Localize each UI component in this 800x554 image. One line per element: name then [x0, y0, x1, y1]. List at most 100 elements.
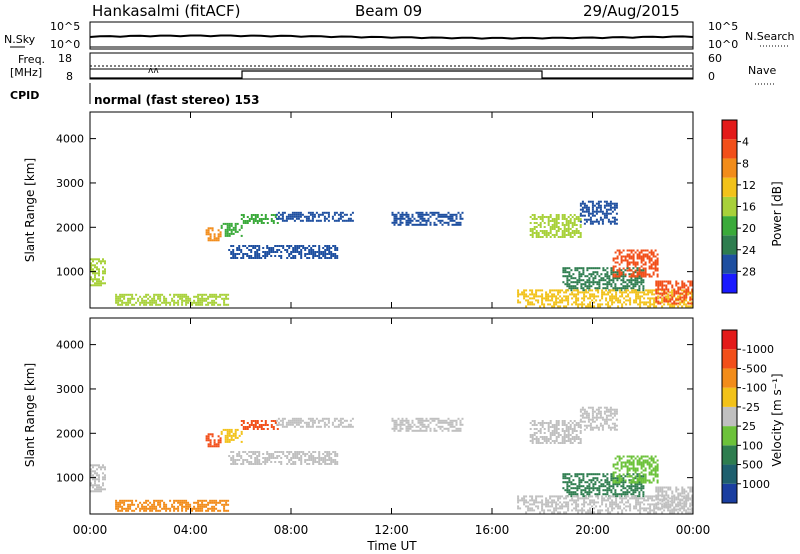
data-cell	[606, 479, 609, 482]
data-cell	[215, 443, 218, 446]
data-cell	[417, 419, 420, 422]
data-cell	[656, 273, 659, 276]
data-cell	[308, 451, 311, 453]
data-cell	[297, 213, 300, 216]
data-cell	[567, 222, 570, 224]
data-cell	[621, 499, 624, 502]
data-cell	[349, 423, 352, 426]
data-cell	[535, 222, 538, 224]
data-cell	[632, 283, 635, 286]
data-cell	[654, 269, 657, 272]
data-cell	[570, 475, 573, 478]
data-cell	[555, 301, 558, 304]
data-cell	[419, 423, 422, 426]
data-cell	[557, 226, 560, 228]
data-cell	[211, 507, 214, 510]
data-cell	[427, 213, 430, 216]
data-cell	[299, 425, 302, 428]
data-cell	[197, 295, 200, 298]
data-cell	[341, 211, 344, 214]
data-cell	[562, 275, 565, 278]
data-cell	[593, 301, 596, 304]
data-cell	[673, 506, 676, 509]
data-cell	[549, 495, 552, 498]
data-cell	[561, 442, 564, 444]
data-cell	[616, 271, 619, 274]
data-cell	[143, 507, 146, 510]
data-cell	[559, 511, 562, 514]
data-cell	[328, 451, 331, 453]
data-cell	[651, 293, 654, 296]
data-cell	[593, 220, 596, 223]
data-cell	[663, 298, 666, 301]
data-cell	[274, 251, 277, 253]
data-cell	[632, 467, 635, 470]
data-cell	[322, 461, 325, 463]
data-cell	[691, 499, 694, 502]
data-cell	[555, 230, 558, 232]
data-cell	[609, 202, 612, 205]
data-cell	[601, 428, 604, 431]
data-cell	[551, 289, 554, 292]
data-cell	[594, 477, 597, 480]
data-cell	[262, 251, 265, 253]
data-cell	[543, 305, 546, 308]
data-cell	[453, 429, 456, 432]
data-cell	[579, 218, 582, 220]
data-cell	[559, 289, 562, 292]
data-cell	[246, 253, 249, 255]
data-cell	[266, 253, 269, 255]
data-cell	[553, 511, 556, 514]
data-cell	[519, 293, 522, 296]
data-cell	[318, 253, 321, 255]
data-cell	[657, 490, 660, 493]
data-cell	[449, 217, 452, 220]
data-cell	[395, 215, 398, 218]
data-cell	[675, 486, 678, 489]
data-cell	[543, 422, 546, 424]
data-cell	[123, 293, 126, 296]
data-cell	[576, 489, 579, 492]
data-cell	[537, 301, 540, 304]
data-cell	[636, 249, 639, 252]
data-cell	[638, 477, 641, 480]
data-cell	[225, 503, 228, 506]
data-cell	[564, 283, 567, 286]
data-cell	[565, 426, 568, 428]
data-cell	[228, 234, 231, 237]
data-cell	[551, 228, 554, 230]
data-cell	[393, 425, 396, 428]
data-cell	[573, 220, 576, 222]
data-cell	[557, 428, 560, 430]
data-cell	[288, 461, 291, 463]
data-cell	[573, 222, 576, 224]
noise-left-tick-high: 10^5	[50, 20, 80, 33]
data-cell	[609, 305, 612, 308]
data-cell	[587, 212, 590, 215]
data-cell	[256, 253, 259, 255]
data-cell	[622, 277, 625, 280]
data-cell	[236, 247, 239, 249]
data-cell	[597, 412, 600, 415]
data-cell	[217, 509, 220, 512]
data-cell	[439, 219, 442, 222]
data-cell	[603, 422, 606, 425]
data-cell	[230, 257, 233, 259]
data-cell	[691, 305, 694, 308]
data-cell	[577, 299, 580, 302]
data-cell	[583, 410, 586, 413]
data-cell	[611, 408, 614, 411]
data-cell	[618, 273, 621, 276]
data-cell	[691, 503, 694, 506]
data-cell	[262, 453, 265, 455]
data-cell	[689, 280, 692, 283]
data-cell	[632, 463, 635, 466]
data-cell	[653, 509, 656, 512]
data-cell	[459, 215, 462, 218]
data-cell	[644, 255, 647, 258]
data-cell	[230, 222, 233, 225]
data-cell	[256, 455, 259, 457]
data-cell	[559, 495, 562, 498]
data-cell	[151, 503, 154, 506]
data-cell	[209, 507, 212, 510]
